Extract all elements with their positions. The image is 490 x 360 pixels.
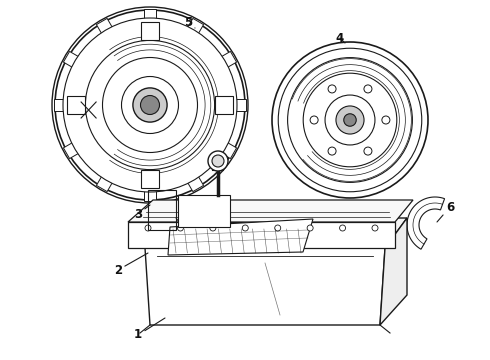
FancyBboxPatch shape [141, 22, 159, 40]
Polygon shape [231, 99, 246, 111]
Circle shape [55, 10, 245, 200]
Circle shape [310, 116, 318, 124]
Polygon shape [380, 218, 407, 325]
Circle shape [122, 77, 178, 134]
Polygon shape [168, 219, 313, 255]
Polygon shape [63, 140, 83, 158]
Circle shape [208, 151, 228, 171]
FancyBboxPatch shape [141, 170, 159, 188]
Circle shape [212, 155, 224, 167]
Circle shape [307, 225, 313, 231]
Circle shape [303, 73, 397, 167]
Circle shape [275, 225, 281, 231]
Circle shape [364, 147, 372, 155]
Circle shape [85, 40, 215, 170]
Polygon shape [128, 200, 413, 222]
Polygon shape [145, 218, 407, 248]
Text: 3: 3 [134, 205, 150, 220]
Polygon shape [145, 248, 385, 325]
Text: 6: 6 [437, 201, 454, 222]
Text: 4: 4 [336, 32, 345, 45]
Polygon shape [217, 51, 237, 70]
Circle shape [145, 225, 151, 231]
Circle shape [325, 95, 375, 145]
Circle shape [372, 225, 378, 231]
Bar [148, 190, 176, 230]
Circle shape [328, 147, 336, 155]
Text: 2: 2 [114, 253, 148, 276]
Polygon shape [407, 197, 444, 249]
Polygon shape [144, 9, 156, 24]
FancyBboxPatch shape [67, 96, 85, 114]
Circle shape [272, 42, 428, 198]
Circle shape [340, 225, 345, 231]
Circle shape [141, 95, 160, 114]
Polygon shape [217, 140, 237, 158]
Polygon shape [185, 172, 203, 192]
Polygon shape [53, 99, 69, 111]
Circle shape [288, 58, 413, 183]
Circle shape [63, 18, 237, 192]
Circle shape [210, 225, 216, 231]
Polygon shape [128, 222, 395, 248]
Circle shape [382, 116, 390, 124]
Circle shape [133, 88, 167, 122]
Circle shape [242, 225, 248, 231]
Circle shape [344, 114, 356, 126]
Polygon shape [97, 18, 115, 38]
Circle shape [364, 85, 372, 93]
Text: 1: 1 [134, 318, 165, 342]
Circle shape [336, 106, 364, 134]
FancyBboxPatch shape [215, 96, 233, 114]
Circle shape [102, 58, 197, 153]
Polygon shape [185, 18, 203, 38]
Polygon shape [97, 172, 115, 192]
Circle shape [278, 48, 422, 192]
Circle shape [328, 85, 336, 93]
Circle shape [177, 225, 183, 231]
Polygon shape [178, 195, 230, 227]
Text: 5: 5 [184, 15, 195, 28]
Polygon shape [144, 186, 156, 202]
Polygon shape [63, 51, 83, 70]
